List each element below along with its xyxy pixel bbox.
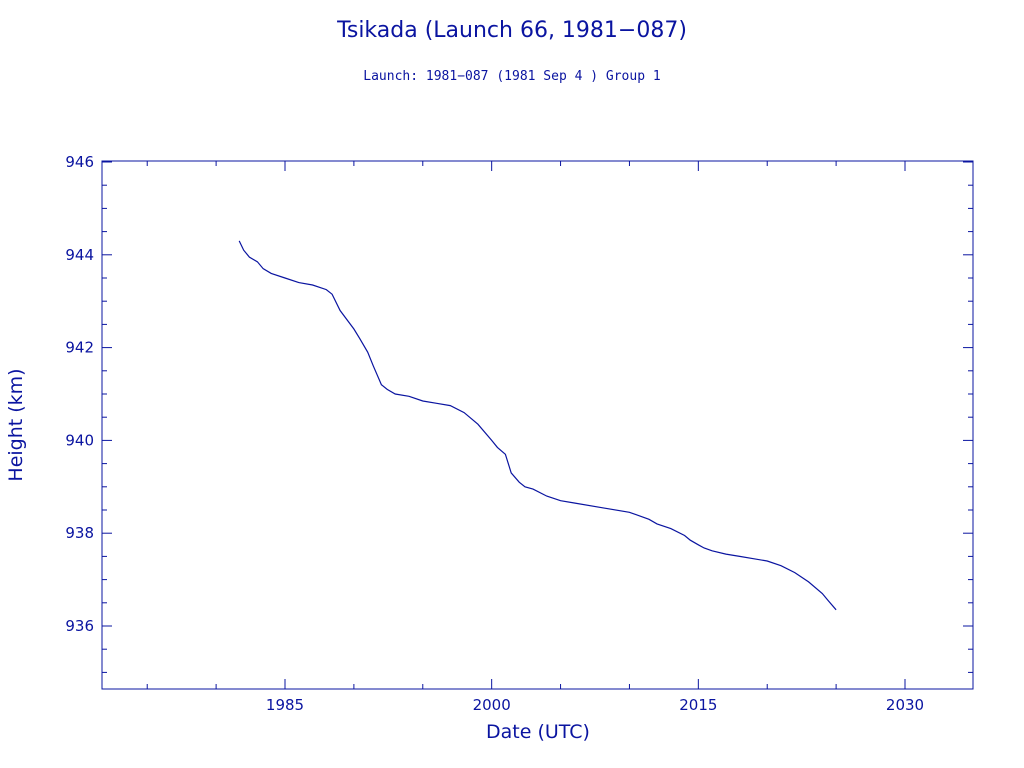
x-tick-label: 2030 xyxy=(886,696,924,714)
x-tick-label: 2000 xyxy=(473,696,511,714)
x-tick-label: 1985 xyxy=(266,696,304,714)
x-axis-label: Date (UTC) xyxy=(486,721,590,743)
y-tick-label: 936 xyxy=(65,617,94,635)
x-tick-label: 2015 xyxy=(679,696,717,714)
y-tick-label: 938 xyxy=(65,524,94,542)
y-tick-label: 946 xyxy=(65,153,94,171)
y-axis-label: Height (km) xyxy=(5,368,27,481)
height-series-line xyxy=(238,240,837,611)
y-tick-label: 944 xyxy=(65,246,94,264)
chart-title: Tsikada (Launch 66, 1981−087) xyxy=(336,18,687,43)
plot-frame xyxy=(101,160,974,690)
axis-ticks: 1985 2000 2015 2030 936 938 940 942 944 946 xyxy=(65,153,973,714)
y-tick-label: 940 xyxy=(65,431,94,449)
chart-subtitle: Launch: 1981−087 (1981 Sep 4 ) Group 1 xyxy=(363,69,660,84)
y-tick-label: 942 xyxy=(65,339,94,357)
